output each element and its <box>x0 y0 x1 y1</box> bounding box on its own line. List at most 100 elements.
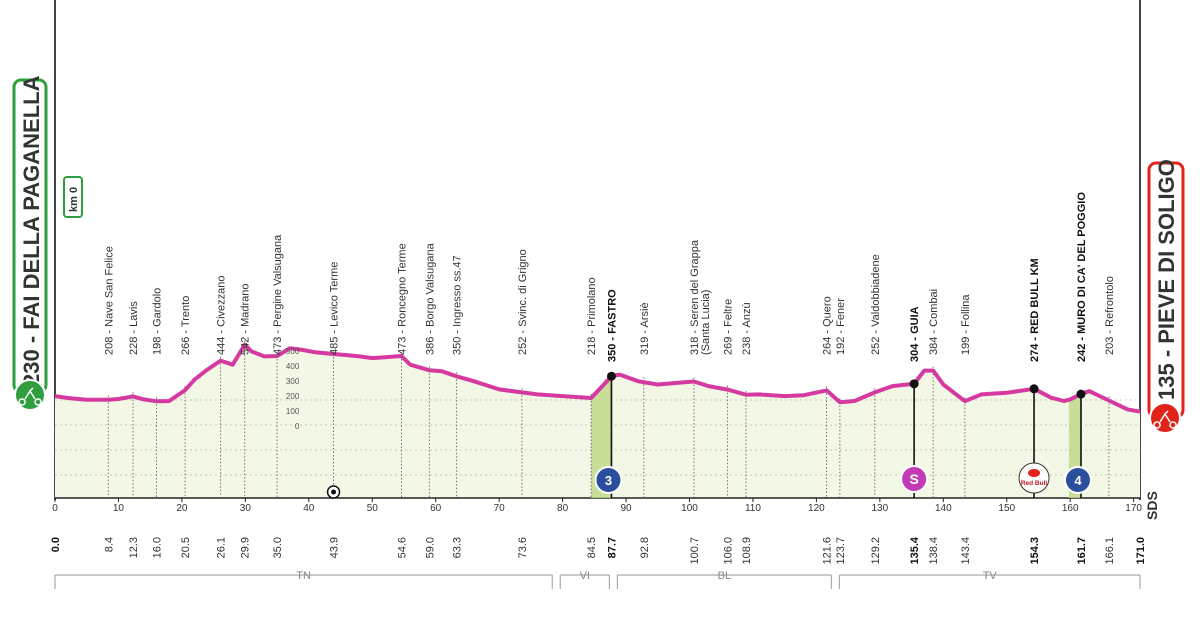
waypoint-label: 319 - Arsiè <box>639 302 651 355</box>
x-tick-label: 110 <box>745 503 761 514</box>
km-label: 171.0 <box>1135 537 1147 565</box>
waypoints-layer: 0.0 208 - Nave San Felice 8.4 228 - Lavis 12… <box>50 192 1147 565</box>
waypoint-label: 264 - Quero <box>822 296 834 355</box>
start-label: 230 - FAI DELLA PAGANELLA <box>19 75 44 386</box>
waypoint-label: 203 - Refrontolo <box>1104 276 1116 355</box>
region-label: TN <box>296 570 311 582</box>
waypoint-label: 473 - Roncegno Terme <box>396 243 408 355</box>
start-banner: 230 - FAI DELLA PAGANELLA <box>12 75 48 411</box>
km-label: 35.0 <box>272 537 284 558</box>
waypoint-dot <box>1076 389 1086 399</box>
km-label: 59.0 <box>424 537 436 558</box>
waypoint-dot <box>606 371 616 381</box>
waypoint-label: 444 - Civezzano <box>216 276 228 356</box>
climb-category-icon <box>594 466 623 494</box>
x-tick-label: 100 <box>681 503 698 514</box>
x-tick-label: 70 <box>494 503 506 514</box>
x-tick-label: 170 <box>1125 503 1142 514</box>
km-label: 161.7 <box>1076 537 1088 565</box>
km-label: 43.9 <box>329 537 341 558</box>
waypoint-label: 386 - Borgo Valsugana <box>424 242 436 355</box>
x-tick-label: 30 <box>240 503 252 514</box>
km-label: 73.6 <box>517 537 529 558</box>
waypoint-label: 208 - Nave San Felice <box>103 246 115 355</box>
km-label: 100.7 <box>689 537 701 565</box>
x-tick-label: 90 <box>620 503 632 514</box>
altitude-scale-label: 500 <box>286 347 300 356</box>
waypoint-label: 266 - Trento <box>180 296 192 355</box>
km-label: 84.5 <box>586 537 598 558</box>
waypoint-label: 192 - Fener <box>835 298 847 355</box>
km-label: 29.9 <box>240 537 252 558</box>
km-label: 143.4 <box>960 537 972 565</box>
feed-zone-dot <box>331 489 337 495</box>
waypoint-label: 252 - Valdobbiadene <box>870 254 882 355</box>
waypoint-label: 542 - Madrano <box>240 283 252 355</box>
km-label: 8.4 <box>103 537 115 552</box>
waypoint-label: 473 - Pergine Valsugana <box>272 234 284 355</box>
start-bike-glyph <box>18 387 42 406</box>
x-tick-label: 10 <box>113 503 125 514</box>
km-label: 154.3 <box>1029 537 1041 565</box>
icon-layer: 3 4 S Red Bull <box>326 462 1092 499</box>
km-label: 108.9 <box>741 537 753 565</box>
altitude-scale-label: 100 <box>286 407 300 416</box>
km-zero-label: km 0 <box>68 187 80 212</box>
km-label: 54.6 <box>396 537 408 558</box>
km-label: 166.1 <box>1104 537 1116 565</box>
start-cyclist-icon <box>14 379 46 411</box>
km-label: 129.2 <box>870 537 882 565</box>
waypoint-label: 274 - RED BULL KM <box>1029 258 1041 362</box>
x-tick-label: 150 <box>998 503 1015 514</box>
sprint-icon <box>900 465 929 493</box>
waypoint-dot <box>1029 384 1039 394</box>
waypoint-label: 238 - Anzù <box>741 302 753 355</box>
altitude-scale-label: 0 <box>295 422 300 431</box>
km-label: 123.7 <box>835 537 847 565</box>
region-label: VI <box>580 570 590 582</box>
waypoint-label: 242 - MURO DI CA' DEL POGGIO <box>1076 192 1088 362</box>
waypoint-label: 228 - Lavis <box>128 301 140 355</box>
waypoint-label: 304 - GUIA <box>909 306 921 362</box>
x-tick-label: 60 <box>430 503 442 514</box>
waypoint-label: 384 - Combai <box>928 289 940 355</box>
finish-bike-glyph <box>1153 410 1177 429</box>
region-label: TV <box>983 570 998 582</box>
km-label: 135.4 <box>909 536 921 564</box>
waypoint-label: 350 - Ingresso ss.47 <box>452 255 464 355</box>
finish-cyclist-icon <box>1149 402 1181 434</box>
waypoint-label: 318 - Seren del Grappa <box>689 239 701 355</box>
km-zero-badge: km 0 <box>63 176 83 218</box>
x-tick-label: 50 <box>367 503 379 514</box>
x-tick-label: 160 <box>1062 503 1079 514</box>
elevation-profile-line <box>54 342 1141 414</box>
x-tick-label: 80 <box>557 503 569 514</box>
x-tick-label: 40 <box>303 503 315 514</box>
x-tick-label: 140 <box>935 503 952 514</box>
waypoint-dot <box>909 379 919 389</box>
finish-banner: 135 - PIEVE DI SOLIGO <box>1147 159 1185 434</box>
x-tick-label: 130 <box>872 503 889 514</box>
waypoint-label: 218 - Primolano <box>586 277 598 355</box>
red-bull-icon <box>1018 462 1050 494</box>
climb-category-number: 4 <box>1074 473 1082 488</box>
km-label: 121.6 <box>822 537 834 565</box>
waypoint-label: 199 - Follina <box>960 294 972 355</box>
altitude-scale: 500 400 300 200 100 0 <box>286 347 300 431</box>
sprint-letter: S <box>909 471 918 487</box>
waypoint-label: 350 - FASTRO <box>606 289 618 362</box>
km-label: 92.8 <box>639 537 651 558</box>
sds-watermark: SDS <box>1144 491 1160 520</box>
altitude-scale-label: 200 <box>286 392 300 401</box>
km-label: 106.0 <box>723 537 735 565</box>
climb-category-number: 3 <box>605 473 612 488</box>
red-bull-sun-icon <box>1028 469 1041 477</box>
finish-label: 135 - PIEVE DI SOLIGO <box>1154 159 1179 400</box>
altitude-scale-label: 400 <box>286 362 300 371</box>
km-label: 12.3 <box>128 537 140 558</box>
x-axis-layer: 0 10 20 30 40 50 60 70 80 90 100 110 120 130 140 150 160… <box>52 498 1142 514</box>
km-label: 20.5 <box>180 537 192 558</box>
regions-layer: TN VI BL TV <box>54 570 1141 589</box>
km-label: 63.3 <box>452 537 464 558</box>
